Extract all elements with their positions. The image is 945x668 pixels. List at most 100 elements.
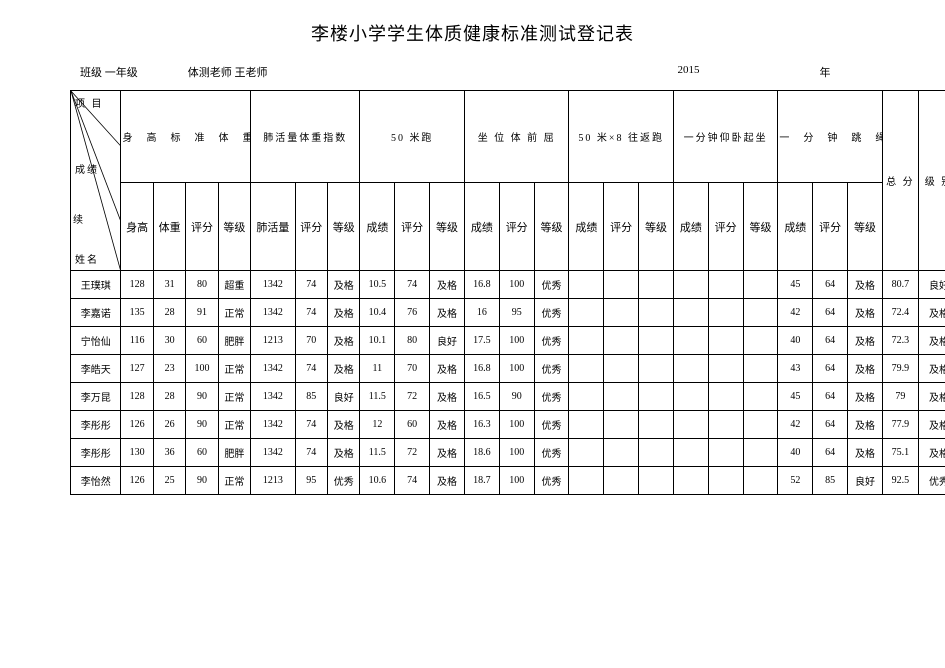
cell-lung_g: 及格 xyxy=(328,299,360,327)
cell-su_s xyxy=(708,271,743,299)
cell-ret_g xyxy=(639,383,674,411)
cell-r50_s: 60 xyxy=(395,411,430,439)
sub-header: 等级 xyxy=(639,183,674,271)
sub-header: 等级 xyxy=(218,183,250,271)
cell-sit_s: 100 xyxy=(499,327,534,355)
cell-level: 及格 xyxy=(918,299,945,327)
sub-header: 评分 xyxy=(186,183,218,271)
cell-bmi_s: 90 xyxy=(186,383,218,411)
cell-w: 31 xyxy=(153,271,185,299)
cell-r50_g: 良好 xyxy=(430,327,465,355)
cell-r50_g: 及格 xyxy=(430,271,465,299)
cell-su_g xyxy=(743,271,778,299)
cell-bmi_g: 正常 xyxy=(218,299,250,327)
cell-su_s xyxy=(708,299,743,327)
cell-h: 128 xyxy=(121,383,153,411)
sub-header: 等级 xyxy=(328,183,360,271)
cell-lung: 1342 xyxy=(251,299,295,327)
cell-h: 130 xyxy=(121,439,153,467)
cell-rope_g: 及格 xyxy=(848,411,883,439)
cell-w: 28 xyxy=(153,299,185,327)
table-row: 李彤彤1262690正常134274及格1260及格16.3100优秀4264及… xyxy=(71,411,945,439)
cell-lung_s: 85 xyxy=(295,383,327,411)
cell-ret xyxy=(569,299,604,327)
cell-su xyxy=(673,411,708,439)
header-sub-row: 身高 体重 评分 等级 肺活量 评分 等级 成绩 评分 等级 成绩 评分 等级 … xyxy=(71,183,945,271)
cell-r50: 10.4 xyxy=(360,299,395,327)
data-table: 项 目 成绩 续 姓名 身 高 标 准 体 重 肺活量体重指数 50 米跑 坐 … xyxy=(70,90,945,495)
cell-sit_g: 优秀 xyxy=(534,271,569,299)
cell-ret_s xyxy=(604,271,639,299)
diagonal-header: 项 目 成绩 续 姓名 xyxy=(71,91,121,271)
sub-header: 评分 xyxy=(708,183,743,271)
cell-sit_g: 优秀 xyxy=(534,327,569,355)
cell-rope_g: 及格 xyxy=(848,439,883,467)
cell-lung: 1342 xyxy=(251,439,295,467)
cell-rope_s: 64 xyxy=(813,439,848,467)
cell-r50: 10.5 xyxy=(360,271,395,299)
cell-name: 李嘉诺 xyxy=(71,299,121,327)
cell-bmi_g: 正常 xyxy=(218,467,250,495)
group-header: 一 分 钟 跳 绳 xyxy=(778,91,882,183)
sub-header: 等级 xyxy=(743,183,778,271)
cell-r50_s: 70 xyxy=(395,355,430,383)
cell-r50_s: 74 xyxy=(395,271,430,299)
cell-lung_g: 及格 xyxy=(328,327,360,355)
cell-su xyxy=(673,467,708,495)
cell-total: 72.4 xyxy=(882,299,918,327)
cell-h: 126 xyxy=(121,411,153,439)
cell-lung: 1213 xyxy=(251,467,295,495)
sub-header: 评分 xyxy=(499,183,534,271)
cell-sit: 16.8 xyxy=(464,271,499,299)
sub-header: 成绩 xyxy=(673,183,708,271)
cell-lung: 1342 xyxy=(251,355,295,383)
cell-sit: 16.5 xyxy=(464,383,499,411)
cell-lung_s: 74 xyxy=(295,299,327,327)
cell-ret xyxy=(569,327,604,355)
cell-sit_s: 100 xyxy=(499,467,534,495)
cell-r50_s: 72 xyxy=(395,439,430,467)
cell-ret_g xyxy=(639,271,674,299)
table-row: 李怡然1262590正常121395优秀10.674及格18.7100优秀528… xyxy=(71,467,945,495)
cell-bmi_g: 正常 xyxy=(218,383,250,411)
cell-sit_s: 100 xyxy=(499,271,534,299)
cell-rope: 45 xyxy=(778,271,813,299)
cell-rope: 43 xyxy=(778,355,813,383)
cell-total: 79.9 xyxy=(882,355,918,383)
cell-sit: 18.7 xyxy=(464,467,499,495)
cell-bmi_s: 60 xyxy=(186,327,218,355)
cell-ret xyxy=(569,411,604,439)
cell-r50: 11.5 xyxy=(360,439,395,467)
cell-name: 李皓天 xyxy=(71,355,121,383)
cell-lung_s: 74 xyxy=(295,411,327,439)
table-row: 李嘉诺1352891正常134274及格10.476及格1695优秀4264及格… xyxy=(71,299,945,327)
cell-bmi_g: 肥胖 xyxy=(218,439,250,467)
cell-sit: 17.5 xyxy=(464,327,499,355)
cell-sit_s: 90 xyxy=(499,383,534,411)
sub-header: 评分 xyxy=(604,183,639,271)
cell-lung_g: 及格 xyxy=(328,271,360,299)
cell-level: 及格 xyxy=(918,411,945,439)
cell-rope_g: 良好 xyxy=(848,467,883,495)
cell-r50: 10.1 xyxy=(360,327,395,355)
cell-rope_s: 64 xyxy=(813,299,848,327)
cell-r50_s: 76 xyxy=(395,299,430,327)
cell-su_g xyxy=(743,411,778,439)
group-header: 50 米×8 往返跑 xyxy=(569,91,673,183)
cell-rope_g: 及格 xyxy=(848,355,883,383)
cell-su xyxy=(673,355,708,383)
cell-sit_g: 优秀 xyxy=(534,299,569,327)
cell-lung_g: 及格 xyxy=(328,439,360,467)
cell-level: 及格 xyxy=(918,383,945,411)
page-title: 李楼小学学生体质健康标准测试登记表 xyxy=(20,20,925,46)
cell-su_g xyxy=(743,439,778,467)
cell-w: 26 xyxy=(153,411,185,439)
cell-bmi_s: 60 xyxy=(186,439,218,467)
cell-ret_s xyxy=(604,327,639,355)
cell-lung_g: 及格 xyxy=(328,355,360,383)
cell-su_s xyxy=(708,355,743,383)
group-header: 坐 位 体 前 屈 xyxy=(464,91,568,183)
cell-ret_g xyxy=(639,327,674,355)
cell-r50_s: 72 xyxy=(395,383,430,411)
cell-rope_g: 及格 xyxy=(848,299,883,327)
